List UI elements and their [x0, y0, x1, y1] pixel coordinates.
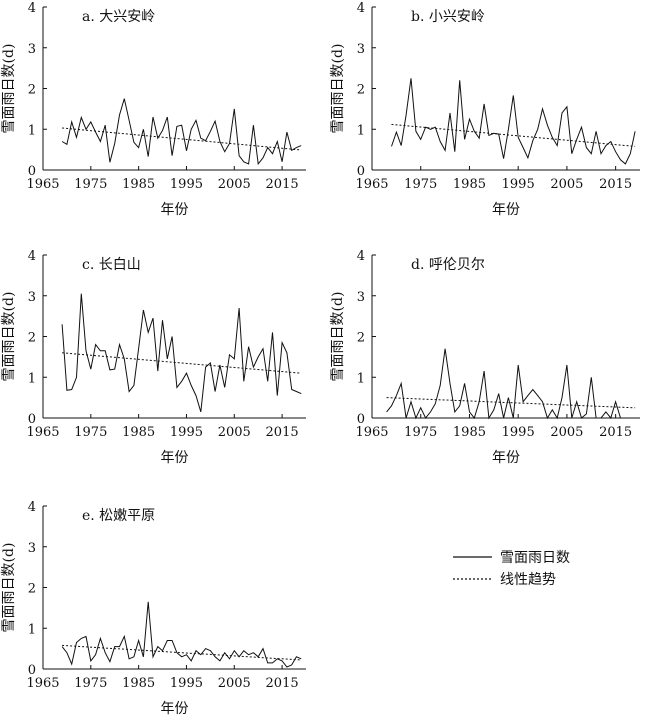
- y-axis-title: 雪面雨日数(d): [1, 292, 17, 382]
- y-tick-label: 4: [357, 1, 365, 16]
- chart-panel: 0 1 2 3 4 1965 1975 1985 1995 2005 2015 年份 雪面雨日数(d) d…: [330, 249, 640, 466]
- x-tick-label: 1995: [502, 425, 535, 440]
- y-tick-label: 2: [28, 582, 36, 597]
- y-tick-label: 3: [28, 541, 36, 556]
- x-tick-label: 2015: [599, 177, 632, 192]
- x-tick-label: 1985: [122, 425, 155, 440]
- x-tick-label: 2015: [266, 177, 299, 192]
- x-tick-label: 2005: [550, 177, 583, 192]
- panel-title: b. 小兴安岭: [411, 9, 485, 25]
- trend-line: [391, 123, 636, 147]
- chart-panel: 0 1 2 3 4 1965 1975 1985 1995 2005 2015 年份 雪面雨日数(d) b…: [330, 1, 640, 218]
- y-tick-label: 1: [28, 371, 36, 386]
- y-tick-label: 1: [357, 123, 365, 138]
- y-tick-label: 0: [28, 164, 36, 179]
- y-tick-label: 3: [357, 290, 365, 305]
- x-tick-label: 2015: [599, 425, 632, 440]
- x-tick-label: 2005: [218, 177, 251, 192]
- x-tick-label: 1965: [26, 177, 59, 192]
- y-tick-label: 4: [357, 249, 365, 264]
- x-axis-title: 年份: [161, 202, 189, 218]
- trend-line: [386, 397, 636, 409]
- legend-trend-label: 线性趋势: [500, 572, 556, 588]
- y-tick-label: 2: [28, 83, 36, 98]
- y-tick-label: 2: [28, 331, 36, 346]
- chart-panel: 0 1 2 3 4 1965 1975 1985 1995 2005 2015 年份 雪面雨日数(d) c…: [1, 249, 306, 466]
- x-tick-label: 1975: [404, 177, 437, 192]
- y-tick-label: 4: [28, 500, 36, 515]
- series-line: [61, 601, 302, 668]
- x-tick-label: 1985: [122, 676, 155, 691]
- series-line: [61, 98, 302, 166]
- x-tick-label: 1975: [74, 425, 107, 440]
- y-tick-label: 1: [357, 371, 365, 386]
- x-tick-label: 2005: [218, 425, 251, 440]
- y-axis-title: 雪面雨日数(d): [330, 292, 346, 382]
- legend: 雪面雨日数 线性趋势: [453, 550, 570, 588]
- x-tick-label: 1965: [26, 425, 59, 440]
- y-tick-label: 0: [357, 164, 365, 179]
- x-axis-title: 年份: [492, 202, 520, 218]
- x-tick-label: 1995: [170, 425, 203, 440]
- x-axis-title: 年份: [161, 450, 189, 466]
- panel-title: a. 大兴安岭: [82, 9, 155, 25]
- panel-title: d. 呼伦贝尔: [411, 257, 485, 273]
- y-tick-label: 2: [357, 83, 365, 98]
- series-line: [386, 348, 621, 420]
- x-axis-title: 年份: [161, 701, 189, 717]
- y-tick-label: 2: [357, 331, 365, 346]
- y-tick-label: 0: [28, 412, 36, 427]
- x-tick-label: 1995: [170, 177, 203, 192]
- x-tick-label: 1965: [355, 177, 388, 192]
- series-line: [61, 293, 302, 413]
- chart-panel: 0 1 2 3 4 1965 1975 1985 1995 2005 2015 年份 雪面雨日数(d) a…: [1, 1, 306, 218]
- x-tick-label: 2015: [266, 425, 299, 440]
- legend-observed-label: 雪面雨日数: [500, 550, 570, 566]
- x-tick-label: 2005: [550, 425, 583, 440]
- y-tick-label: 4: [28, 249, 36, 264]
- y-tick-label: 0: [28, 663, 36, 678]
- series-line: [391, 78, 636, 165]
- y-axis-title: 雪面雨日数(d): [1, 543, 17, 633]
- y-tick-label: 3: [28, 42, 36, 57]
- y-tick-label: 1: [28, 622, 36, 637]
- trend-line: [62, 127, 302, 151]
- panel-title: c. 长白山: [82, 257, 141, 273]
- y-tick-label: 1: [28, 123, 36, 138]
- y-tick-label: 3: [357, 42, 365, 57]
- y-axis-title: 雪面雨日数(d): [330, 44, 346, 134]
- x-tick-label: 1985: [122, 177, 155, 192]
- x-tick-label: 1965: [355, 425, 388, 440]
- x-tick-label: 1985: [453, 177, 486, 192]
- y-tick-label: 3: [28, 290, 36, 305]
- x-tick-label: 1975: [74, 177, 107, 192]
- x-tick-label: 2015: [266, 676, 299, 691]
- x-tick-label: 1965: [26, 676, 59, 691]
- x-tick-label: 1985: [453, 425, 486, 440]
- chart-panel: 0 1 2 3 4 1965 1975 1985 1995 2005 2015 年份 雪面雨日数(d) e…: [1, 500, 306, 717]
- x-tick-label: 1995: [170, 676, 203, 691]
- panel-title: e. 松嫩平原: [82, 508, 155, 524]
- x-tick-label: 1975: [74, 676, 107, 691]
- x-tick-label: 1995: [502, 177, 535, 192]
- x-tick-label: 1975: [404, 425, 437, 440]
- y-tick-label: 4: [28, 1, 36, 16]
- y-axis-title: 雪面雨日数(d): [1, 44, 17, 134]
- x-tick-label: 2005: [218, 676, 251, 691]
- y-tick-label: 0: [357, 412, 365, 427]
- x-axis-title: 年份: [492, 450, 520, 466]
